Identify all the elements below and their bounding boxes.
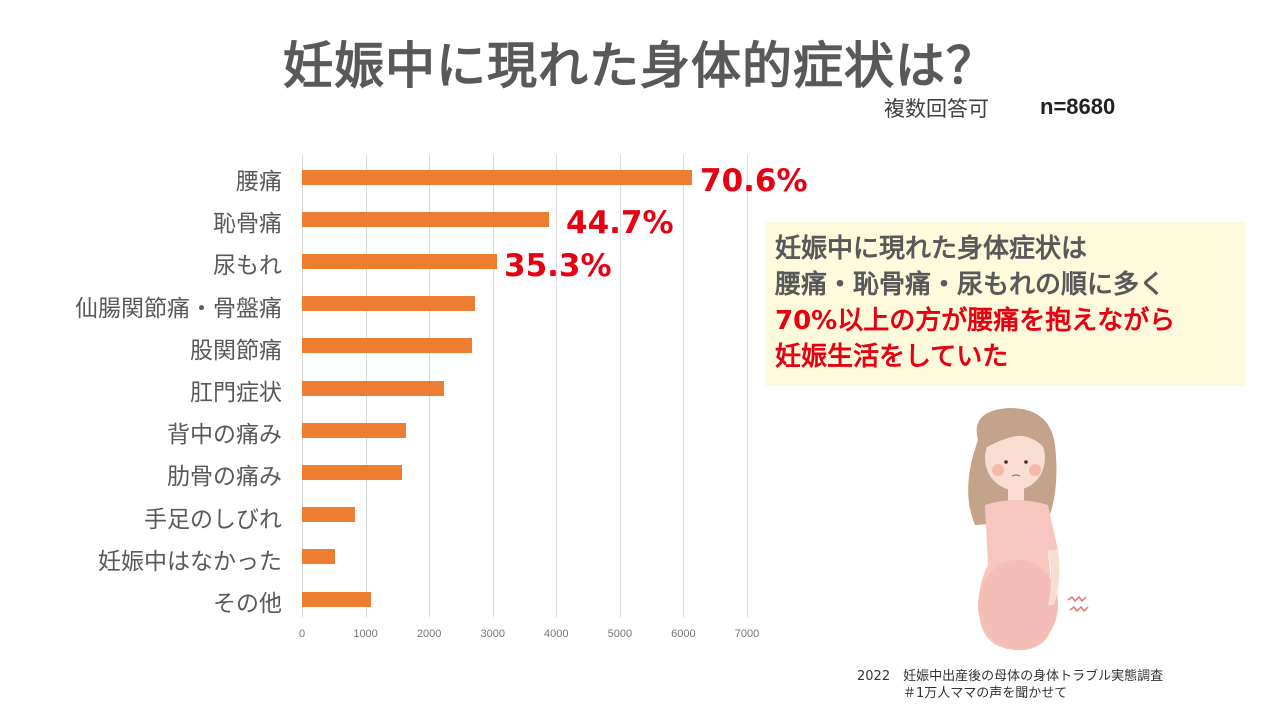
bar <box>302 380 444 396</box>
multiple-answers-note: 複数回答可 <box>884 97 989 121</box>
category-label: 仙腸関節痛・骨盤痛 <box>75 295 282 322</box>
callout-box: 妊娠中に現れた身体症状は 腰痛・恥骨痛・尿もれの順に多く 70%以上の方が腰痛を… <box>765 222 1246 386</box>
source-line-1: 2022 妊娠中出産後の母体の身体トラブル実態調査 <box>857 669 1164 684</box>
bar <box>302 211 549 227</box>
x-axis-tick-label: 0 <box>298 628 306 640</box>
bar <box>302 169 692 185</box>
category-label: 恥骨痛 <box>213 211 282 238</box>
callout-line-2: 腰痛・恥骨痛・尿もれの順に多く <box>775 270 1166 300</box>
chart-plot-area <box>302 155 748 617</box>
x-axis-tick-label: 5000 <box>607 628 633 640</box>
category-label: 背中の痛み <box>167 422 282 449</box>
x-axis-tick-label: 7000 <box>734 628 760 640</box>
callout-line-4: 妊娠生活をしていた <box>775 342 1009 372</box>
category-label: 肋骨の痛み <box>167 464 282 491</box>
x-axis-tick-label: 3000 <box>480 628 505 640</box>
percentage-annotation: 44.7% <box>566 205 674 241</box>
bar <box>302 296 475 312</box>
gridline <box>683 155 685 617</box>
source-line-2: ＃1万人ママの声を聞かせて <box>903 686 1068 701</box>
bar <box>302 549 336 565</box>
bar <box>302 464 403 480</box>
category-label: 手足のしびれ <box>144 506 282 533</box>
bar <box>302 253 497 269</box>
category-label: 股関節痛 <box>190 337 282 364</box>
bar <box>302 507 356 523</box>
sample-size: n=8680 <box>1040 94 1116 119</box>
bar <box>302 338 472 354</box>
x-axis-tick-label: 2000 <box>416 628 442 640</box>
gridline <box>747 155 748 617</box>
percentage-annotation: 70.6% <box>700 163 808 199</box>
source-note: 2022 妊娠中出産後の母体の身体トラブル実態調査 ＃1万人ママの声を聞かせて <box>857 668 1163 702</box>
bar <box>302 591 372 607</box>
chart-title: 妊娠中に現れた身体的症状は？ <box>283 37 997 95</box>
gridline <box>492 155 494 617</box>
category-label: 腰痛 <box>236 169 282 195</box>
pregnant-woman-illustration-icon <box>968 408 1089 651</box>
callout-line-1: 妊娠中に現れた身体症状は <box>775 234 1088 264</box>
category-label: 妊娠中はなかった <box>98 548 282 575</box>
x-axis-tick-label: 1000 <box>353 628 378 640</box>
percentage-annotation: 35.3% <box>504 248 612 284</box>
category-label: その他 <box>213 591 282 617</box>
gridline <box>556 155 558 617</box>
category-label: 尿もれ <box>213 253 282 280</box>
callout-line-3: 70%以上の方が腰痛を抱えながら <box>775 306 1176 336</box>
gridline <box>619 155 621 617</box>
x-axis-tick-label: 6000 <box>671 628 696 640</box>
category-label: 肛門症状 <box>190 380 282 406</box>
bar <box>302 422 407 438</box>
x-axis-tick-label: 4000 <box>544 628 569 640</box>
